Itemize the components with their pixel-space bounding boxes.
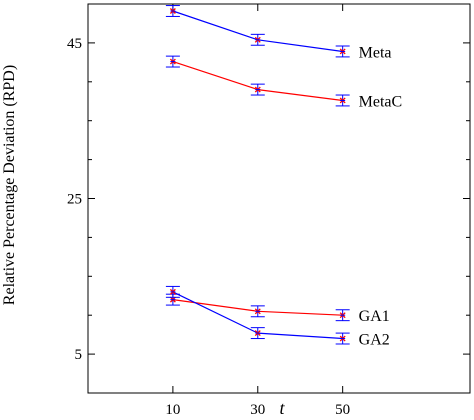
y-axis-title: Relative Percentage Deviation (RPD) bbox=[1, 65, 18, 305]
data-point bbox=[169, 296, 176, 303]
x-tick-label: 50 bbox=[335, 402, 350, 418]
y-tick-label: 25 bbox=[67, 192, 82, 208]
data-point bbox=[339, 312, 346, 319]
data-point bbox=[254, 308, 261, 315]
y-tick-label: 45 bbox=[67, 36, 82, 52]
series-label: GA1 bbox=[359, 308, 390, 325]
data-point bbox=[254, 86, 261, 93]
data-point bbox=[169, 288, 176, 295]
data-point bbox=[339, 48, 346, 55]
data-point bbox=[169, 8, 176, 14]
x-axis-title: t bbox=[279, 398, 285, 418]
data-point bbox=[339, 335, 346, 342]
data-point bbox=[339, 97, 346, 104]
data-point bbox=[254, 330, 261, 337]
data-point bbox=[254, 36, 261, 43]
series-ga1: GA1 bbox=[165, 293, 390, 325]
x-tick-label: 30 bbox=[250, 402, 265, 418]
axis-ticks: 5 25 45 10 30 50 bbox=[67, 4, 470, 418]
series-label: MetaC bbox=[359, 93, 403, 110]
plot-area: Meta MetaC GA1 GA2 bbox=[165, 5, 403, 349]
data-point bbox=[169, 58, 176, 65]
series-meta: Meta bbox=[165, 5, 392, 61]
series-label: GA2 bbox=[359, 332, 390, 349]
y-tick-label: 5 bbox=[75, 347, 83, 363]
series-metac: MetaC bbox=[165, 55, 403, 110]
series-ga2: GA2 bbox=[165, 285, 390, 349]
series-label: Meta bbox=[359, 44, 392, 61]
x-tick-label: 10 bbox=[165, 402, 180, 418]
